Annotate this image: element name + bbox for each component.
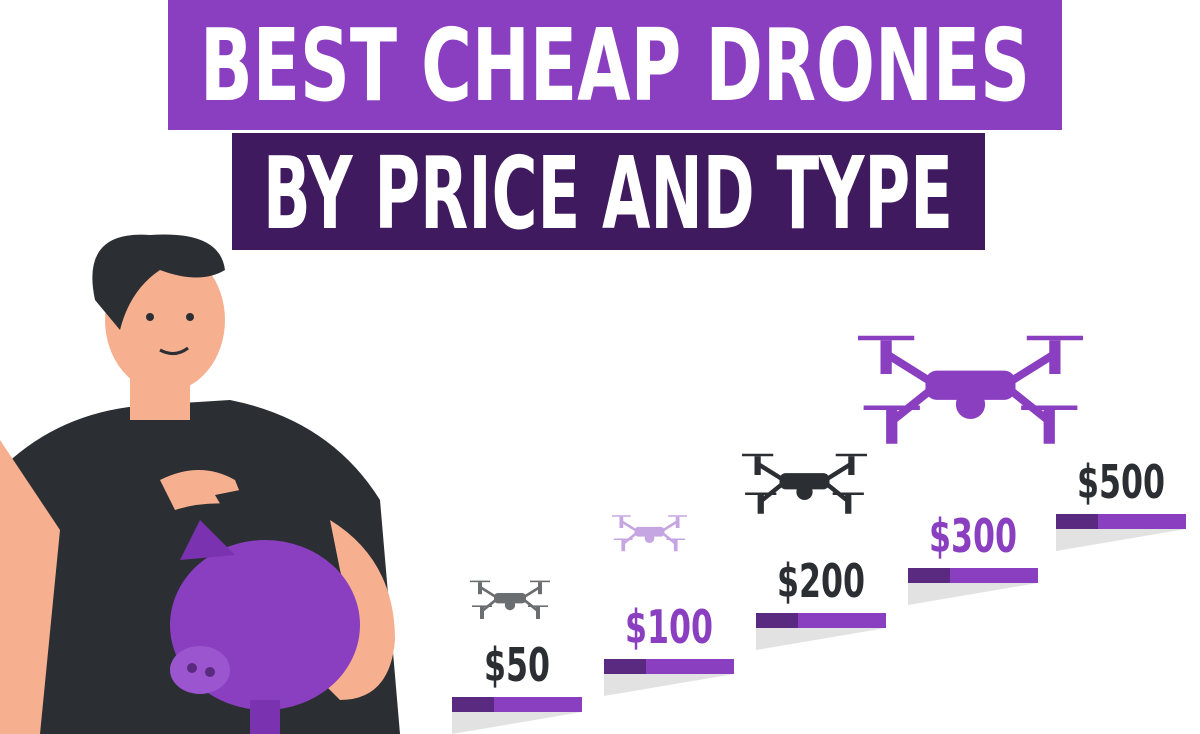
pig-ear [180, 520, 235, 560]
banknote [215, 485, 280, 555]
title-banner: BEST CHEAP DRONES BY PRICE AND TYPE [168, 0, 1062, 252]
piggy-bank [170, 520, 360, 734]
eye [146, 313, 154, 321]
step-bar-shade [452, 697, 494, 712]
nostril [205, 667, 215, 677]
price-label: $500 [1077, 455, 1165, 509]
nostril [187, 663, 197, 673]
step-shadow [1056, 529, 1186, 551]
title-line-2: BY PRICE AND TYPE [263, 135, 953, 252]
title-bar [232, 133, 985, 250]
drone [858, 336, 1083, 444]
pig-leg [250, 700, 280, 734]
price-label: $100 [625, 600, 713, 654]
hair [92, 234, 226, 330]
drone [612, 513, 687, 553]
pig-snout [170, 646, 230, 694]
arm [0, 440, 60, 734]
price-steps: $50 $100 $200 $300 $500 [452, 336, 1186, 734]
step-bar-shade [756, 613, 798, 628]
title-line-1: BEST CHEAP DRONES [200, 7, 1030, 124]
price-label: $300 [929, 509, 1017, 563]
step-bar-shade [1056, 514, 1098, 529]
step-shadow [452, 712, 582, 734]
eye [186, 313, 194, 321]
mouth [159, 346, 189, 355]
drone [742, 454, 867, 514]
price-label: $200 [777, 554, 865, 608]
title-bar [168, 0, 1062, 130]
step-shadow [908, 583, 1038, 605]
step-shadow [604, 674, 734, 696]
price-label: $50 [484, 638, 550, 692]
drone [470, 579, 550, 621]
step-shadow [756, 628, 886, 650]
step-bar-shade [908, 568, 950, 583]
step-bar-shade [604, 659, 646, 674]
